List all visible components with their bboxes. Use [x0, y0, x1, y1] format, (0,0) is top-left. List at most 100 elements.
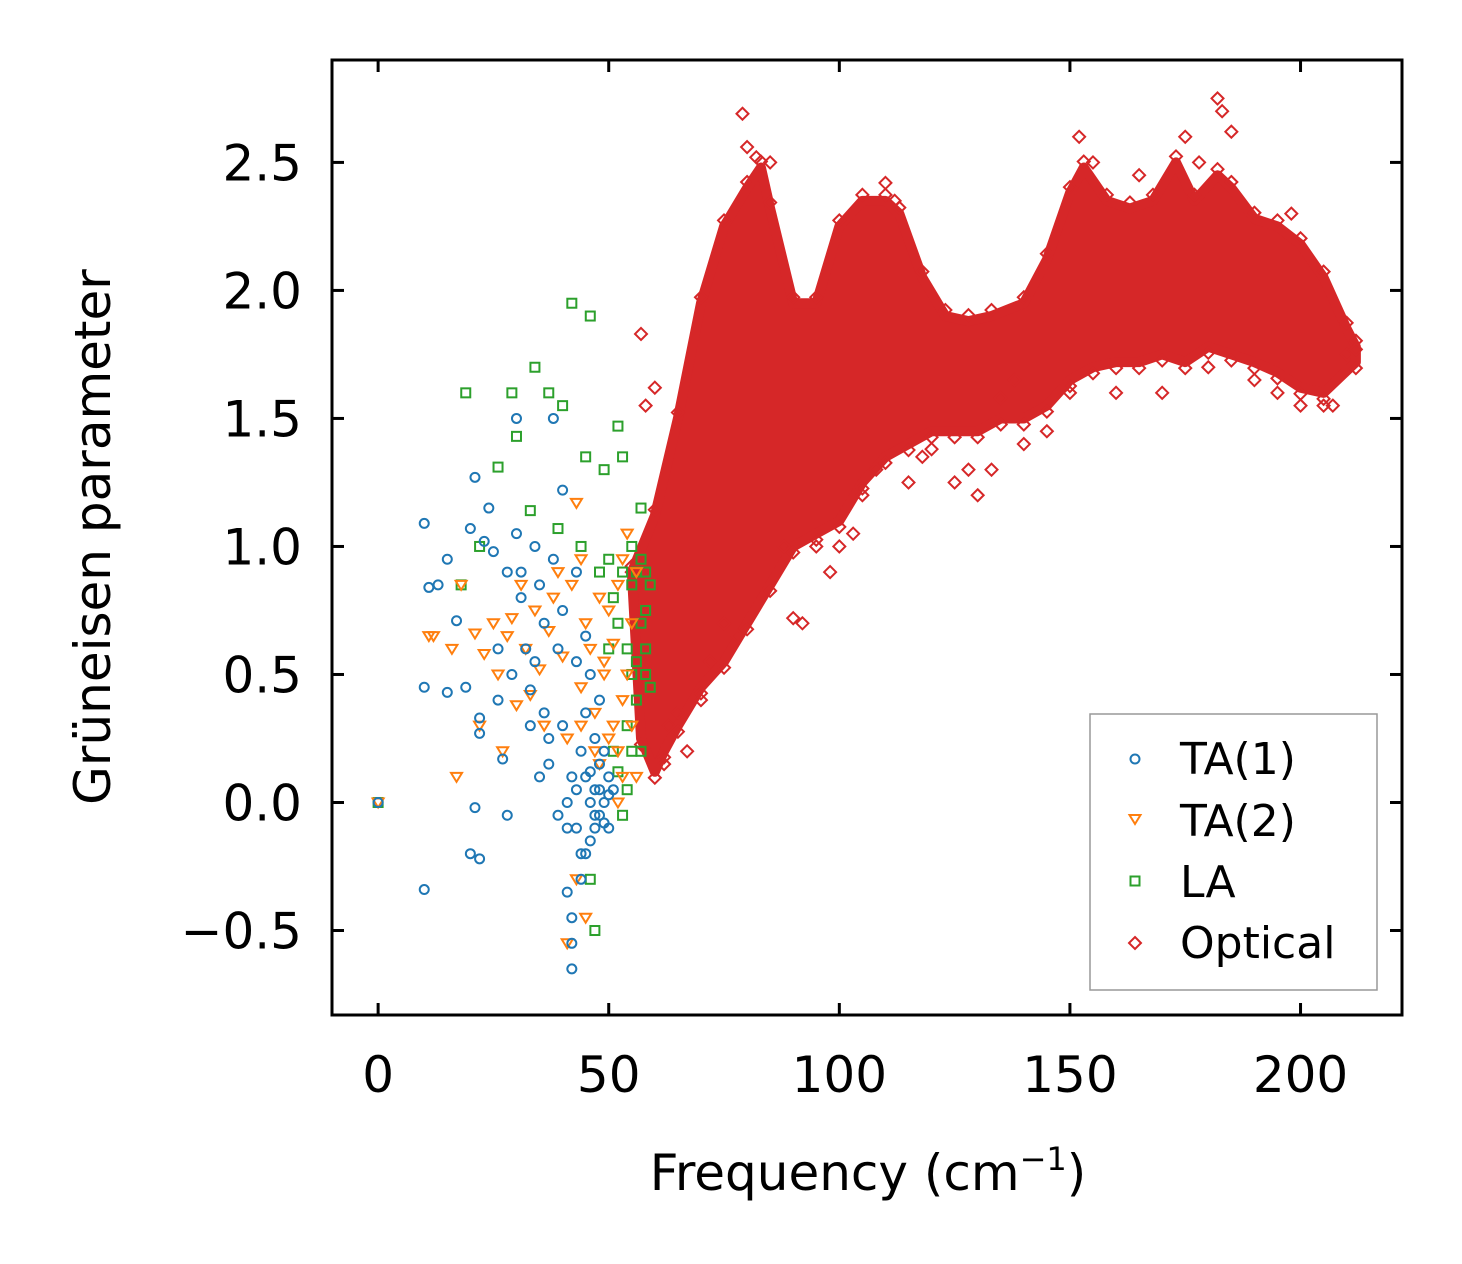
- optical-edge-point-upper-17: [984, 302, 999, 318]
- ta1-point-7: [441, 553, 453, 565]
- ta1-point-72: [603, 771, 615, 783]
- ta2-point-34: [582, 643, 598, 656]
- ta2-point-22: [546, 592, 561, 605]
- la-point-8: [529, 361, 541, 373]
- la-point-22: [607, 592, 619, 604]
- optical-edge-point-upper-27: [1210, 161, 1225, 177]
- optical-edge-point-upper-32: [1316, 264, 1332, 280]
- ta1-point-15: [469, 802, 481, 814]
- la-point-5: [506, 387, 518, 399]
- optical-edge-point-lower-19: [901, 442, 916, 458]
- optical-point-50: [1246, 372, 1262, 388]
- optical-point-11: [730, 628, 746, 644]
- ta1-point-70: [598, 745, 610, 757]
- ta2-point-54: [573, 720, 589, 733]
- ta2-point-3: [444, 643, 460, 656]
- optical-edge-point-upper-33: [1339, 315, 1355, 331]
- optical-point-19: [808, 539, 824, 554]
- ta2-point-12: [499, 631, 515, 643]
- ta1-point-78: [570, 822, 582, 834]
- la-point-35: [635, 617, 647, 629]
- ta2-point-30: [573, 554, 589, 567]
- la-point-36: [635, 502, 647, 514]
- optical-point-15: [762, 154, 778, 170]
- ta2-point-38: [596, 656, 612, 669]
- ta1-point-10: [464, 523, 476, 535]
- optical-point-17: [785, 610, 801, 626]
- ta1-point-17: [478, 535, 490, 547]
- la-point-45: [621, 784, 633, 796]
- ta1-point-13: [474, 727, 486, 739]
- ta1-point-63: [584, 796, 596, 808]
- ta1-point-37: [538, 617, 550, 629]
- ta2-point-43: [606, 720, 621, 733]
- ta1-point-29: [515, 592, 527, 604]
- la-point-11: [557, 400, 569, 412]
- optical-point-38: [1062, 385, 1078, 401]
- ta1-point-23: [501, 566, 513, 578]
- ta1-point-62: [584, 835, 596, 847]
- ta1-point-74: [580, 848, 592, 860]
- optical-point-21: [831, 539, 847, 554]
- ta1-point-67: [594, 694, 605, 706]
- la-point-38: [640, 643, 652, 655]
- ta1-point-58: [580, 630, 592, 642]
- ta2-point-14: [509, 700, 524, 713]
- legend-entry-ta1: TA(1): [1129, 734, 1296, 785]
- optical-point-12: [735, 106, 750, 122]
- la-point-25: [612, 617, 624, 629]
- x-tick-label-2: 100: [792, 1046, 887, 1104]
- series-optical: [624, 90, 1364, 786]
- optical-edge-point-lower-20: [878, 455, 893, 471]
- optical-point-47: [1210, 90, 1225, 106]
- optical-point-4: [656, 756, 672, 772]
- optical-edge-point-upper-26: [1187, 187, 1202, 203]
- ta2-point-21: [541, 625, 557, 638]
- ta2-point-32: [578, 618, 593, 631]
- ta1-point-68: [594, 758, 605, 770]
- ta1-point-9: [460, 681, 472, 693]
- la-point-39: [640, 566, 652, 578]
- ta1-point-38: [538, 707, 550, 719]
- ta1-point-54: [570, 656, 582, 668]
- legend: TA(1) TA(2) LA Optical: [1089, 713, 1378, 991]
- optical-point-57: [1348, 341, 1364, 357]
- ta1-point-2: [418, 884, 430, 896]
- y-tick-label-3: 1.0: [222, 518, 302, 576]
- la-point-17: [589, 925, 601, 937]
- la-point-19: [598, 464, 610, 476]
- optical-point-35: [1007, 372, 1023, 388]
- ta1-point-76: [561, 796, 573, 808]
- optical-edge-point-upper-28: [1223, 174, 1239, 190]
- ta1-point-59: [580, 707, 592, 719]
- ta2-point-50: [624, 618, 640, 631]
- ta2-point-4: [449, 771, 464, 784]
- optical-edge-point-lower-1: [1316, 391, 1332, 407]
- y-tick-label-1: 0.0: [222, 774, 302, 832]
- optical-edge-point-lower-10: [1108, 360, 1124, 376]
- ta2-point-56: [610, 797, 626, 810]
- ticks-layer: 0 50 100 150 200 −0.5 0.0 0.5 1.0 1.5 2.0 2.5: [181, 60, 1402, 1104]
- optical-point-22: [845, 526, 861, 542]
- ta2-point-49: [619, 528, 635, 541]
- optical-edge-point-upper-9: [808, 289, 824, 305]
- optical-point-23: [854, 487, 870, 503]
- ta1-point-22: [497, 753, 509, 765]
- optical-edge-point-lower-21: [854, 481, 870, 496]
- legend-label-ta1: TA(1): [1179, 734, 1296, 785]
- optical-edge-point-lower-31: [647, 770, 663, 786]
- ta1-point-26: [510, 412, 522, 424]
- la-point-20: [603, 553, 615, 565]
- ta1-point-0: [372, 796, 384, 808]
- ta1-point-48: [561, 822, 573, 834]
- optical-edge-point-upper-11: [854, 187, 870, 203]
- ta1-point-16: [474, 712, 486, 724]
- optical-point-33: [984, 462, 999, 478]
- x-axis-label-close: ): [1067, 1144, 1087, 1202]
- optical-point-5: [661, 718, 677, 734]
- y-axis-label: Grüneisen parameter: [64, 269, 122, 805]
- optical-point-28: [914, 449, 930, 465]
- y-tick-label-4: 1.5: [222, 390, 302, 448]
- ta1-point-65: [589, 784, 601, 796]
- ta1-point-1: [418, 517, 430, 529]
